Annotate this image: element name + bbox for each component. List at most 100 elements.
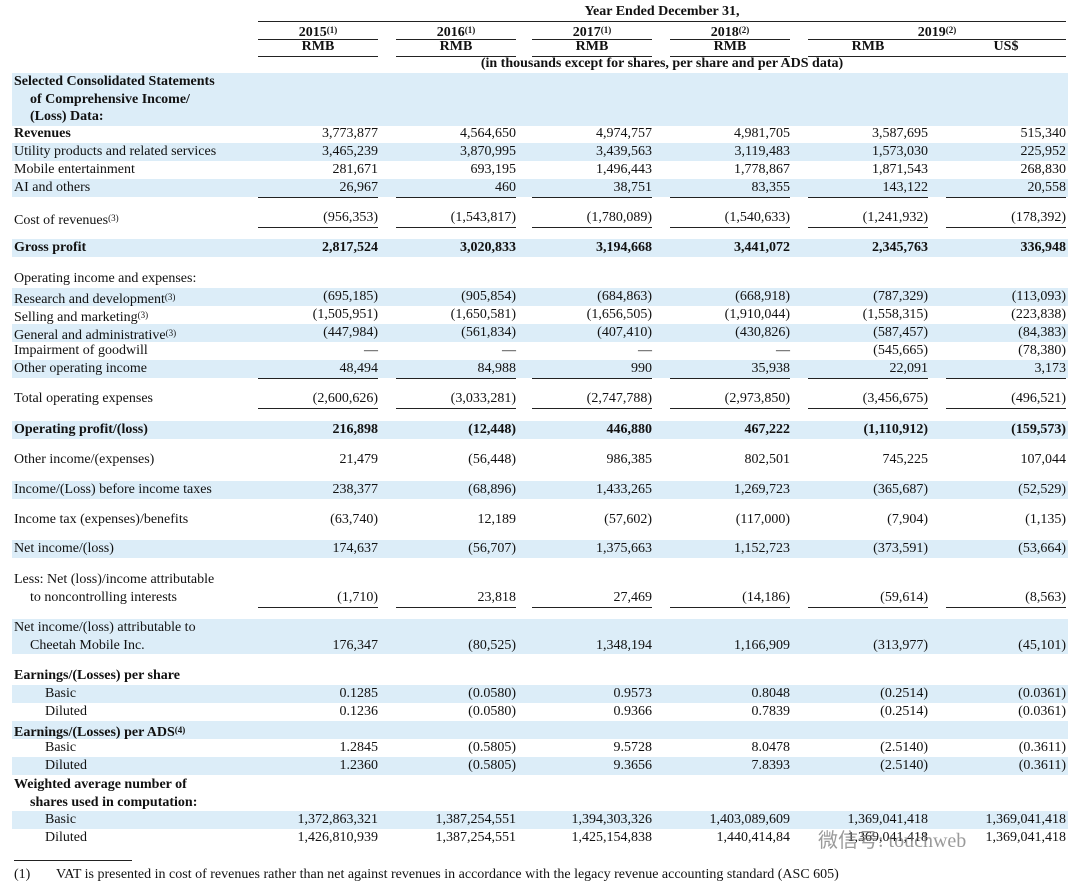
cell-value: (0.0580)	[468, 686, 516, 701]
row-shade	[12, 324, 1068, 342]
cell-value: 1,403,089,609	[709, 812, 791, 827]
cell-value: 1,166,909	[734, 637, 790, 653]
cell-value: 35,938	[670, 360, 790, 379]
cell-value: 23,818	[396, 589, 516, 608]
rule	[808, 56, 1066, 57]
row-label: Utility products and related services	[14, 144, 217, 159]
cell-value: 9.3656	[613, 758, 653, 773]
cell-value: 693,195	[470, 162, 517, 177]
rule	[258, 39, 378, 40]
cell-value: 802,501	[744, 452, 791, 467]
cell-value: 8.0478	[751, 740, 791, 755]
cell-value: (0.0361)	[1018, 686, 1066, 701]
cell-value: (1,650,581)	[450, 307, 516, 322]
cell-value: (0.5805)	[468, 740, 516, 755]
row-label: Diluted	[45, 704, 87, 719]
cell-value: (561,834)	[461, 325, 516, 340]
cell-value: 216,898	[332, 422, 379, 437]
row-label: Income/(Loss) before income taxes	[14, 482, 212, 497]
cell-value: (1,558,315)	[862, 307, 928, 322]
currency-header: RMB	[575, 39, 609, 54]
watermark: 微信号: touchweb	[818, 830, 967, 852]
cell-value: (59,614)	[808, 589, 928, 608]
row-shade	[12, 360, 1068, 378]
row-label: Earnings/(Losses) per share	[14, 668, 180, 683]
cell-value: (2.5140)	[880, 758, 928, 773]
cell-value: (1,656,505)	[586, 307, 652, 322]
unit-note: (in thousands except for shares, per sha…	[480, 56, 844, 71]
row-label: Income tax (expenses)/benefits	[14, 512, 189, 527]
cell-value: (0.0580)	[468, 704, 516, 719]
row-label: AI and others	[14, 180, 91, 195]
cell-value: (52,529)	[1018, 482, 1066, 497]
cell-value: (365,687)	[873, 482, 928, 497]
cell-value: 7.8393	[751, 758, 791, 773]
cell-value: 515,340	[1020, 126, 1067, 141]
cell-value: (684,863)	[597, 289, 652, 304]
cell-value: 3,119,483	[734, 144, 790, 159]
row-label: Cost of revenues(3)	[14, 213, 119, 228]
row-label: Diluted	[45, 830, 87, 845]
row-label: General and administrative(3)	[14, 328, 177, 343]
cell-value: (0.0361)	[1018, 704, 1066, 719]
cell-value: (787,329)	[873, 289, 928, 304]
row-label: Diluted	[45, 758, 87, 773]
cell-value: 107,044	[1020, 452, 1067, 467]
cell-value: 1,369,041,418	[985, 812, 1067, 827]
cell-value: (0.3611)	[1018, 740, 1066, 755]
row-label: (Loss) Data:	[30, 109, 104, 124]
year-header: 2018(2)	[670, 21, 790, 40]
year-header: 2019(2)	[808, 21, 1066, 40]
cell-value: (3,456,675)	[808, 390, 928, 409]
cell-value: (1,135)	[1025, 512, 1066, 527]
cell-value: 1,369,041,418	[847, 812, 929, 827]
cell-value: 1,269,723	[734, 482, 790, 497]
row-label: Revenues	[14, 126, 71, 141]
cell-value: 3,465,239	[322, 144, 378, 159]
row-label: Operating profit/(loss)	[14, 422, 148, 437]
cell-value: 2,345,763	[872, 240, 928, 255]
year: 2019	[917, 25, 946, 40]
cell-value: (905,854)	[461, 289, 516, 304]
row-label: Less: Net (loss)/income attributable	[14, 572, 215, 587]
year: 2016	[436, 25, 465, 40]
cell-value: (587,457)	[873, 325, 928, 340]
cell-value: 1,573,030	[872, 144, 928, 159]
cell-value: 3,194,668	[596, 240, 652, 255]
cell-value: (373,591)	[873, 541, 928, 556]
cell-value: 0.1285	[339, 686, 379, 701]
cell-value: 48,494	[258, 360, 378, 379]
cell-value: 1.2360	[339, 758, 379, 773]
cell-value: 0.8048	[751, 686, 791, 701]
cell-value: 1,375,663	[596, 541, 652, 556]
cell-value: (78,380)	[1018, 343, 1066, 358]
row-label: Weighted average number of	[14, 777, 187, 792]
row-label: Net income/(loss)	[14, 541, 114, 556]
rule	[258, 21, 1066, 22]
cell-value: 9.5728	[613, 740, 653, 755]
cell-value: (117,000)	[735, 512, 790, 527]
rule	[14, 860, 132, 861]
cell-value: (178,392)	[946, 209, 1066, 228]
cell-value: 143,122	[808, 179, 928, 198]
cell-value: (2.5140)	[880, 740, 928, 755]
rule	[670, 39, 790, 40]
cell-value: (63,740)	[330, 512, 378, 527]
year: 2017	[572, 25, 601, 40]
row-label: Basic	[45, 812, 77, 827]
row-shade	[12, 143, 1068, 161]
cell-value: —	[364, 343, 378, 358]
footnote-ref: (3)	[164, 292, 176, 302]
cell-value: 4,974,757	[596, 126, 652, 141]
cell-value: 0.9573	[613, 686, 653, 701]
footnote-ref: (3)	[137, 310, 149, 320]
cell-value: (45,101)	[1018, 637, 1066, 653]
cell-value: (1,543,817)	[396, 209, 516, 228]
currency-header: RMB	[851, 39, 885, 54]
row-shade	[12, 540, 1068, 558]
row-label: Basic	[45, 686, 77, 701]
row-label: shares used in computation:	[30, 794, 198, 810]
footnote-ref: (1)	[600, 25, 612, 35]
cell-value: 22,091	[808, 360, 928, 379]
